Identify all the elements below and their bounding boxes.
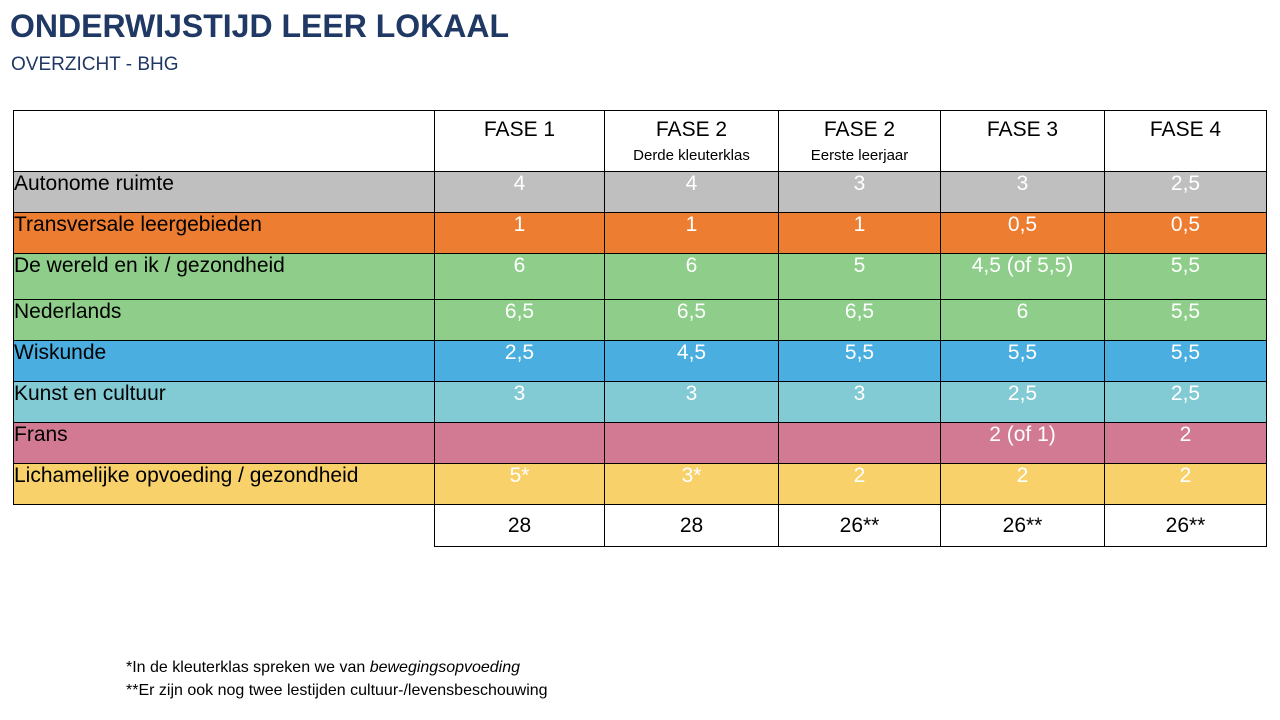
table-cell: 5* [434, 463, 605, 505]
row-label: Nederlands [13, 299, 435, 341]
table-row: Frans 2 (of 1) 2 [13, 422, 1267, 464]
table-cell: 0,5 [940, 212, 1105, 254]
phase-label: FASE 2 [823, 118, 896, 141]
row-label: Wiskunde [13, 340, 435, 382]
table-row: Transversale leergebieden 1 1 1 0,5 0,5 [13, 212, 1267, 254]
total-cell: 26** [778, 504, 941, 547]
table-cell: 2,5 [1104, 171, 1267, 213]
total-cell: 26** [1104, 504, 1267, 547]
phase-label: FASE 2 [655, 118, 728, 141]
table-cell: 6,5 [434, 299, 605, 341]
row-label: Lichamelijke opvoeding / gezondheid [13, 463, 435, 505]
total-cell: 26** [940, 504, 1105, 547]
table-cell: 4 [434, 171, 605, 213]
table-cell: 5,5 [1104, 253, 1267, 300]
table-row: De wereld en ik / gezondheid 6 6 5 4,5 (… [13, 253, 1267, 300]
table-cell: 2,5 [1104, 381, 1267, 423]
table-cell [778, 422, 941, 464]
column-header-fase-1: FASE 1 [434, 110, 605, 172]
table-cell: 2 (of 1) [940, 422, 1105, 464]
table-cell: 3 [434, 381, 605, 423]
table-cell: 2 [1104, 463, 1267, 505]
total-cell: 28 [604, 504, 779, 547]
table-row: Nederlands 6,5 6,5 6,5 6 5,5 [13, 299, 1267, 341]
table-cell: 5,5 [1104, 340, 1267, 382]
page-subtitle: OVERZICHT - BHG [11, 54, 179, 75]
table-row: Autonome ruimte 4 4 3 3 2,5 [13, 171, 1267, 213]
table-cell: 1 [604, 212, 779, 254]
header-row: FASE 1 FASE 2 Derde kleuterklas FASE 2 E… [13, 110, 1267, 172]
table-cell: 5 [778, 253, 941, 300]
table-cell: 0,5 [1104, 212, 1267, 254]
column-header-fase-3: FASE 3 [940, 110, 1105, 172]
table-row: Wiskunde 2,5 4,5 5,5 5,5 5,5 [13, 340, 1267, 382]
lesson-time-table: FASE 1 FASE 2 Derde kleuterklas FASE 2 E… [13, 110, 1267, 547]
phase-label: FASE 4 [1149, 118, 1222, 141]
footnote-2: **Er zijn ook nog twee lestijden cultuur… [126, 682, 548, 699]
row-label: Kunst en cultuur [13, 381, 435, 423]
phase-sublabel: Eerste leerjaar [810, 147, 909, 164]
table-cell [604, 422, 779, 464]
table-cell [434, 422, 605, 464]
table-cell: 1 [778, 212, 941, 254]
column-header-fase-2-leerjaar: FASE 2 Eerste leerjaar [778, 110, 941, 172]
table-cell: 6,5 [604, 299, 779, 341]
row-label: Transversale leergebieden [13, 212, 435, 254]
table-row: Kunst en cultuur 3 3 3 2,5 2,5 [13, 381, 1267, 423]
footnote-1: *In de kleuterklas spreken we van bewegi… [126, 656, 548, 679]
phase-sublabel: Derde kleuterklas [633, 147, 750, 164]
table-cell: 2,5 [434, 340, 605, 382]
footnote-1-italic: bewegingsopvoeding [369, 659, 521, 676]
footnotes: *In de kleuterklas spreken we van bewegi… [126, 656, 548, 702]
table-cell: 3 [604, 381, 779, 423]
table-row: Lichamelijke opvoeding / gezondheid 5* 3… [13, 463, 1267, 505]
row-label: De wereld en ik / gezondheid [13, 253, 435, 300]
table-cell: 4,5 (of 5,5) [940, 253, 1105, 300]
table-cell: 5,5 [1104, 299, 1267, 341]
row-label: Autonome ruimte [13, 171, 435, 213]
table-cell: 3* [604, 463, 779, 505]
table-cell: 5,5 [778, 340, 941, 382]
table-cell: 2 [778, 463, 941, 505]
table-cell: 2 [1104, 422, 1267, 464]
table-cell: 2 [940, 463, 1105, 505]
table-cell: 5,5 [940, 340, 1105, 382]
table-cell: 6,5 [778, 299, 941, 341]
table-cell: 4 [604, 171, 779, 213]
table-cell: 4,5 [604, 340, 779, 382]
totals-blank [13, 504, 435, 547]
table-cell: 6 [434, 253, 605, 300]
total-cell: 28 [434, 504, 605, 547]
column-header-fase-2-kleuterklas: FASE 2 Derde kleuterklas [604, 110, 779, 172]
page-title: ONDERWIJSTIJD LEER LOKAAL [10, 8, 509, 44]
phase-label: FASE 3 [986, 118, 1059, 141]
table-cell: 6 [604, 253, 779, 300]
header-corner [13, 110, 435, 172]
phase-label: FASE 1 [483, 118, 556, 141]
table-cell: 3 [778, 171, 941, 213]
table-cell: 3 [940, 171, 1105, 213]
row-label: Frans [13, 422, 435, 464]
table-cell: 2,5 [940, 381, 1105, 423]
table-cell: 3 [778, 381, 941, 423]
footnote-1-text: *In de kleuterklas spreken we van [126, 659, 370, 676]
totals-row: 28 28 26** 26** 26** [13, 504, 1267, 547]
table-cell: 6 [940, 299, 1105, 341]
column-header-fase-4: FASE 4 [1104, 110, 1267, 172]
table-cell: 1 [434, 212, 605, 254]
